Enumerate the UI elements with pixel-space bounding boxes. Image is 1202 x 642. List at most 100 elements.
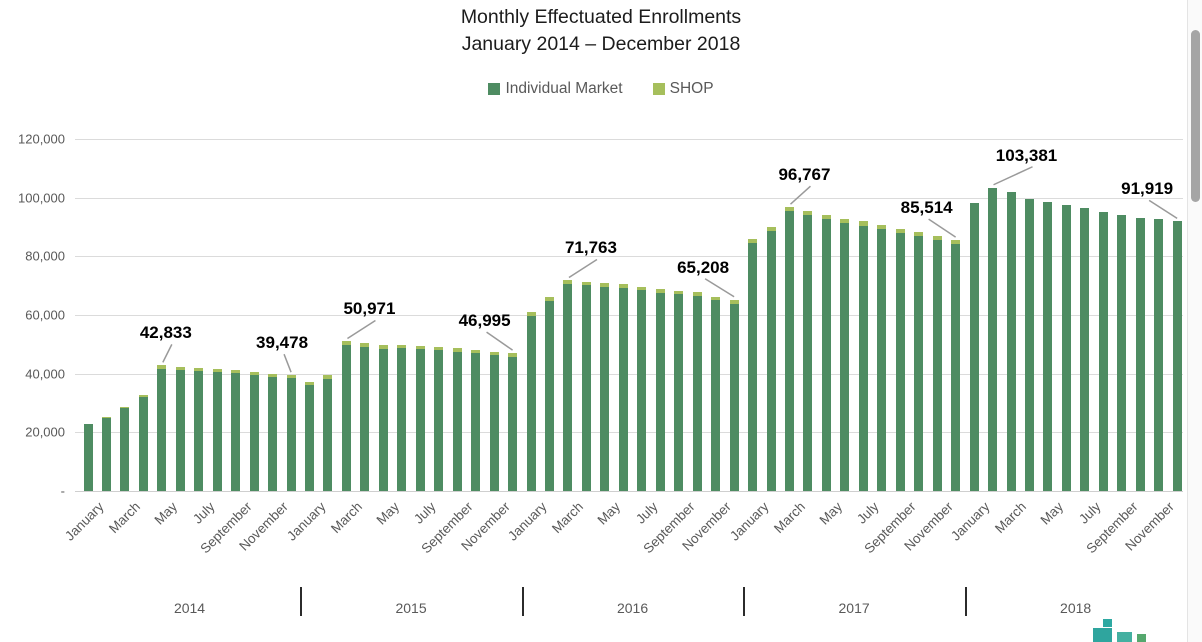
y-axis-label: - [60,483,65,499]
bar-shop [545,297,554,301]
bar-shop [637,286,647,291]
bar-shop [526,312,536,316]
legend-item-individual-market: Individual Market [488,80,623,98]
bar-individual-market [360,346,370,491]
bar-shop [563,280,573,285]
bar-individual-market [286,378,296,491]
bar-individual-market [784,211,794,491]
scrollbar-track[interactable] [1187,0,1202,642]
bar-shop [914,231,924,236]
bar-individual-market [748,243,758,491]
bar-shop [803,210,813,215]
bar-shop [877,224,887,229]
bar-individual-market [526,315,536,491]
data-callout-label: 96,767 [778,165,831,185]
callout-leader-line [928,218,957,238]
x-axis-month-label: May [151,499,181,528]
data-callout-label: 42,833 [139,323,192,343]
callout-leader-line [568,258,598,279]
y-axis-label: 80,000 [25,248,65,264]
bar-shop [748,239,758,244]
gridline [75,315,1183,316]
y-axis-label: 100,000 [18,190,65,206]
gridline [75,139,1183,140]
gridline [75,432,1183,434]
bar-shop [194,368,204,372]
bar-shop [895,228,905,233]
x-axis-month-label: July [632,499,661,527]
bar-individual-market [1024,198,1034,491]
bar-shop [415,345,425,350]
x-axis-month-label: July [411,499,439,527]
brand-logo [1090,616,1160,642]
bar-shop [784,207,794,212]
bar-shop [951,240,961,245]
bar-shop [766,226,776,231]
callout-leader-line [486,331,514,351]
bar-individual-market [618,287,628,491]
x-axis-month-label: January [726,499,772,544]
x-axis-year-label: 2015 [395,600,427,616]
bar-individual-market [766,230,776,491]
x-axis-year-label: 2017 [838,600,870,616]
bar-individual-market [378,348,388,491]
x-axis-month-label: March [106,499,144,537]
bar-individual-market [452,351,462,491]
bar-shop [175,366,185,371]
x-axis-month-label: March [770,499,809,537]
bar-individual-market [231,373,241,491]
bar-individual-market [600,286,610,491]
y-axis-label: 40,000 [25,366,65,382]
bar-shop [471,349,481,354]
bar-individual-market [138,397,148,491]
x-axis-year-label: 2018 [1060,600,1092,616]
callout-leader-line [347,319,376,340]
gridline [75,256,1183,258]
logo-block-mid [1117,632,1132,642]
bar-shop [840,219,850,224]
bar-shop [360,343,370,347]
year-separator [300,587,303,616]
bar-shop [323,375,333,379]
x-axis-year-label: 2016 [616,600,649,616]
bar-individual-market [563,284,573,491]
bar-individual-market [581,285,591,491]
bar-individual-market [157,368,167,491]
bar-shop [286,375,296,379]
x-axis-line [75,491,1183,492]
year-separator [521,587,524,616]
bar-shop [157,365,167,369]
bar-shop [508,353,518,357]
y-axis-label: 120,000 [18,131,65,147]
bar-individual-market [1117,214,1127,491]
bar-individual-market [914,235,924,491]
bar-individual-market [877,228,887,491]
bar-individual-market [489,355,499,491]
bar-shop [212,369,222,373]
bar-shop [305,381,315,386]
bar-shop [858,221,868,226]
scrollbar-thumb[interactable] [1191,30,1200,202]
bar-individual-market [545,300,554,491]
x-axis-month-label: July [854,499,882,527]
bar-individual-market [1135,217,1145,491]
bar-shop [674,290,684,295]
y-axis-label: 20,000 [25,424,65,440]
bar-individual-market [858,225,868,491]
bar-individual-market [1006,192,1016,491]
bar-shop [692,292,702,296]
bar-individual-market [212,372,222,491]
data-callout-label: 103,381 [995,145,1058,165]
bar-individual-market [1080,207,1090,491]
callout-leader-line [704,278,735,298]
bar-shop [711,296,721,301]
bar-individual-market [895,232,905,491]
bar-shop [83,423,93,425]
bar-individual-market [101,417,111,491]
bar-individual-market [194,371,204,491]
chart-subtitle: January 2014 – December 2018 [461,33,741,55]
gridline [75,373,1183,375]
data-callout-label: 71,763 [564,238,617,258]
callout-leader-line [1148,199,1178,220]
x-axis-year-label: 2014 [173,600,206,616]
